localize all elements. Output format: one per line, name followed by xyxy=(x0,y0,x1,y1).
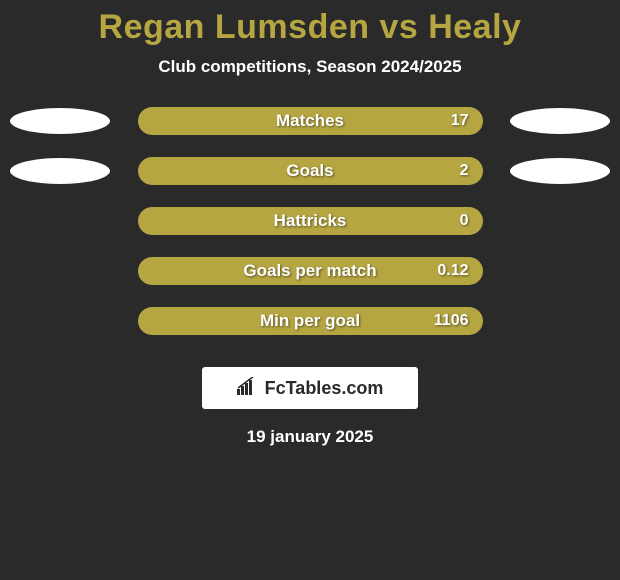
stat-bar: Goals 2 xyxy=(138,157,483,185)
left-ellipse xyxy=(10,158,110,184)
stat-row: Goals 2 xyxy=(0,157,620,185)
stat-label: Goals xyxy=(286,161,333,181)
badge-text: FcTables.com xyxy=(265,378,384,399)
stat-row: Goals per match 0.12 xyxy=(0,257,620,285)
stat-value: 0 xyxy=(460,212,469,230)
stat-value: 2 xyxy=(460,162,469,180)
stat-label: Goals per match xyxy=(243,261,376,281)
chart-icon xyxy=(237,377,259,400)
stat-label: Hattricks xyxy=(274,211,347,231)
stat-label: Min per goal xyxy=(260,311,360,331)
right-ellipse xyxy=(510,158,610,184)
left-ellipse xyxy=(10,108,110,134)
stat-bar: Hattricks 0 xyxy=(138,207,483,235)
stat-value: 17 xyxy=(451,112,469,130)
stat-value: 1106 xyxy=(434,312,469,330)
stat-value: 0.12 xyxy=(437,262,468,280)
page-title: Regan Lumsden vs Healy xyxy=(99,8,522,47)
stat-row: Min per goal 1106 xyxy=(0,307,620,335)
date-label: 19 january 2025 xyxy=(247,427,374,447)
page-subtitle: Club competitions, Season 2024/2025 xyxy=(158,57,461,77)
source-badge: FcTables.com xyxy=(202,367,418,409)
stat-label: Matches xyxy=(276,111,344,131)
stat-bar: Matches 17 xyxy=(138,107,483,135)
stat-row: Matches 17 xyxy=(0,107,620,135)
stat-bar: Min per goal 1106 xyxy=(138,307,483,335)
stat-bar: Goals per match 0.12 xyxy=(138,257,483,285)
stats-container: Matches 17 Goals 2 Hattricks 0 Goals per match… xyxy=(0,107,620,357)
stat-row: Hattricks 0 xyxy=(0,207,620,235)
right-ellipse xyxy=(510,108,610,134)
